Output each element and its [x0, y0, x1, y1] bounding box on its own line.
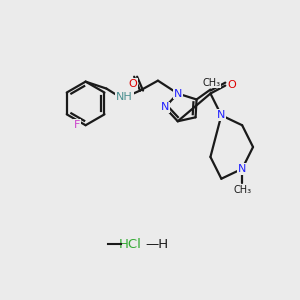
Text: CH₃: CH₃: [202, 78, 220, 88]
Text: —H: —H: [145, 238, 168, 250]
Text: O: O: [129, 79, 137, 88]
Text: N: N: [217, 110, 226, 120]
Text: N: N: [238, 164, 246, 174]
Text: F: F: [74, 120, 80, 130]
Text: N: N: [174, 88, 182, 98]
Text: N: N: [161, 102, 169, 112]
Text: NH: NH: [116, 92, 133, 103]
Text: CH₃: CH₃: [233, 184, 251, 195]
Text: HCl: HCl: [119, 238, 142, 250]
Text: O: O: [228, 80, 237, 90]
